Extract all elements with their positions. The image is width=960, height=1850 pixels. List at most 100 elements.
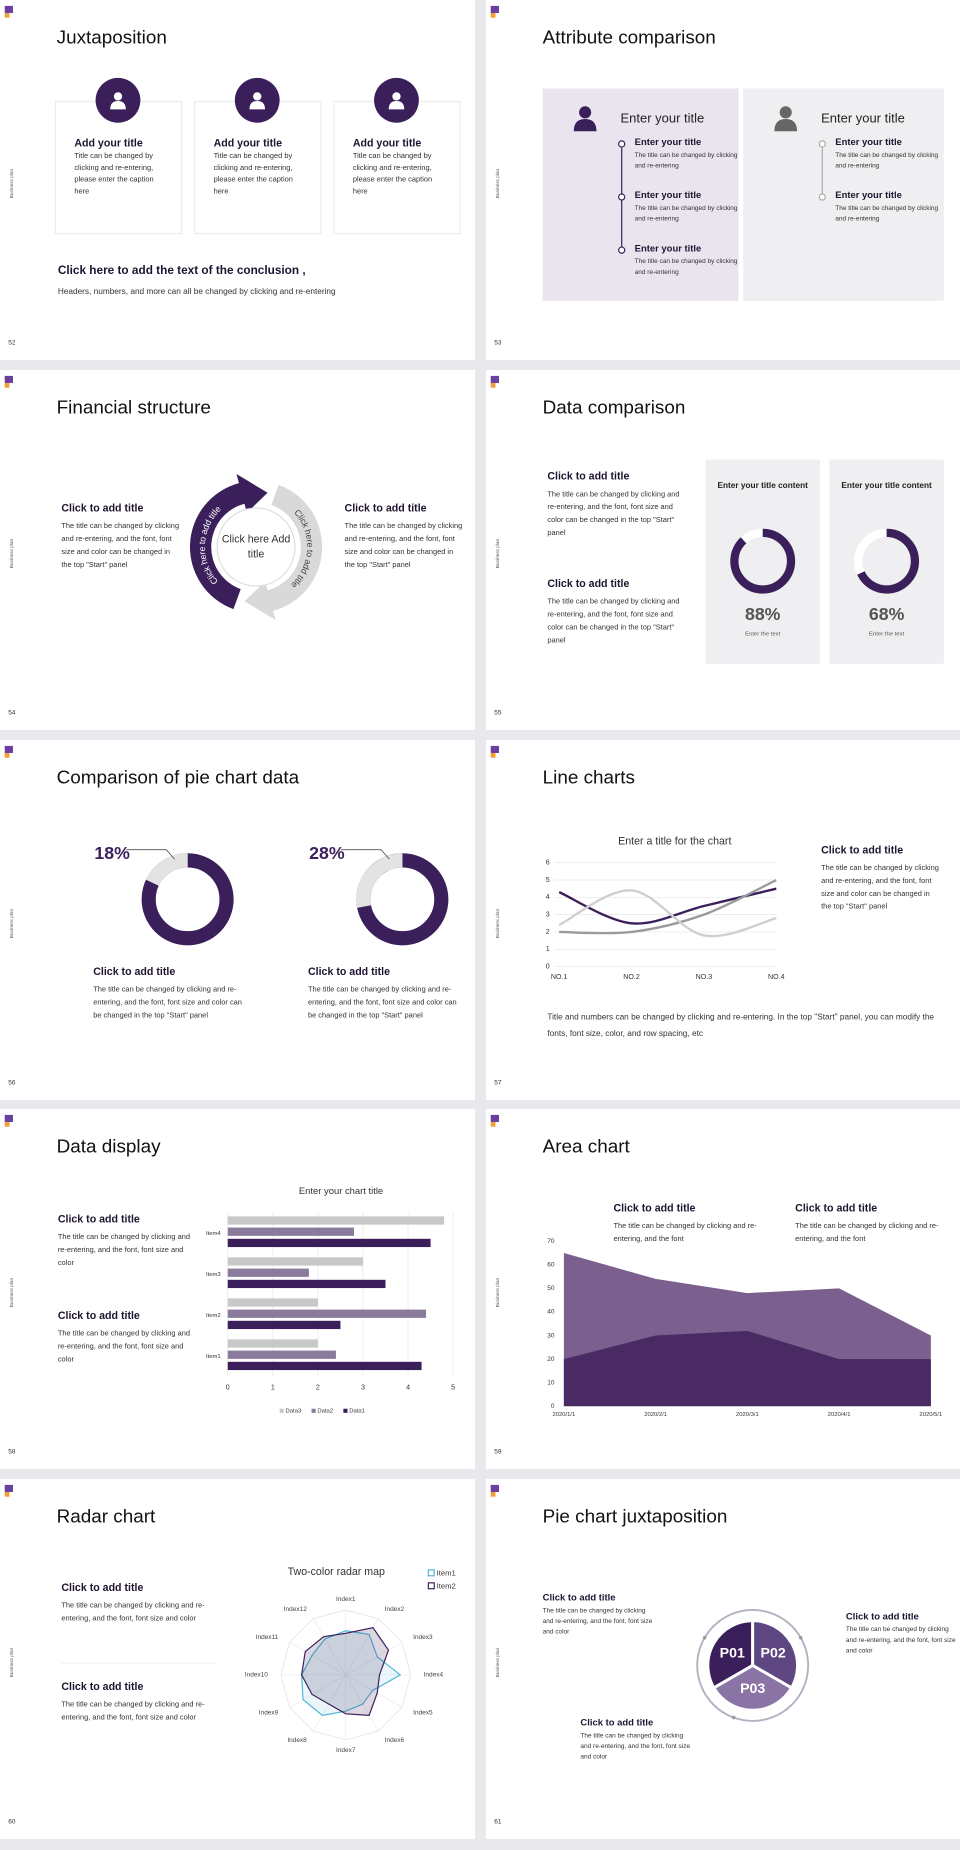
donut-value [854, 528, 920, 594]
conclusion-title: Click here to add the text of the conclu… [57, 264, 306, 278]
logo-mark [490, 1114, 499, 1122]
icon-head [579, 106, 592, 119]
block-title: Click to add title [580, 1717, 654, 1728]
pie-segment [711, 1663, 794, 1712]
logo-mark [4, 375, 13, 383]
legend-swatch [343, 1408, 348, 1413]
block-text: The title can be changed by clicking and… [547, 597, 680, 645]
segment-label: P02 [761, 1645, 786, 1661]
slide-number: 58 [8, 1448, 16, 1456]
slide-content: 0 10 20 30 40 50 60 70 2020/1/1 2020/2/1 2020/3/1 2… [486, 1109, 960, 1469]
radar-spoke [345, 1642, 403, 1676]
block-text: The title can be changed by clicking and… [795, 1222, 939, 1244]
chart-title: Enter a title for the chart [618, 835, 731, 847]
x-tick-label: 2020/1/1 [552, 1412, 575, 1418]
logo-mark [490, 382, 496, 388]
slide-graphics [4, 745, 449, 946]
radar-label: Index5 [413, 1709, 433, 1716]
y-tick-label: 4 [546, 893, 550, 901]
y-tick-label: Item4 [206, 1231, 221, 1237]
bar [227, 1309, 427, 1318]
y-tick-label: 0 [546, 962, 550, 970]
block-title: Click to add title [547, 577, 630, 590]
y-tick-label: 20 [547, 1356, 555, 1363]
x-tick-label: 1 [271, 1383, 275, 1391]
radar-label: Index7 [336, 1747, 356, 1754]
block-text: The title can be changed by clicking and… [61, 1700, 205, 1723]
logo-mark [490, 12, 496, 18]
icon-head [253, 92, 262, 101]
block-text: The title can be changed by clicking and… [845, 1626, 956, 1655]
slide-number: 57 [494, 1079, 502, 1087]
slide: Business plan 53 Attribute comparison Enter… [486, 0, 960, 360]
slide: Enter your chart title 0 1 2 3 4 5 Item1 Item2 It… [0, 1109, 475, 1469]
logo-mark [4, 382, 10, 388]
block-text: The title can be changed by clicking and… [821, 863, 939, 912]
item-title: Enter your title [634, 136, 702, 148]
logo-mark [490, 745, 499, 753]
logo-mark [490, 752, 496, 758]
timeline-dot [618, 140, 626, 148]
slide: Business plan 56 Comparison of pie chart d… [0, 740, 475, 1100]
connector-dot [702, 1635, 707, 1640]
x-tick-label: 2020/5/1 [919, 1412, 942, 1418]
card [829, 459, 944, 664]
icon-body [249, 100, 266, 110]
block-text: The title can be changed by clicking and… [61, 1601, 205, 1623]
x-tick-label: 5 [451, 1383, 455, 1391]
slide-title: Area chart [542, 1137, 630, 1158]
slide: P01 P02 P03 Business plan 61 Pie chart juxtap… [486, 1479, 960, 1839]
y-tick-label: 40 [547, 1309, 555, 1316]
slide-number: 53 [494, 339, 502, 347]
y-tick-label: 3 [546, 911, 550, 919]
slide-content: Two-color radar map Index1 Index2 Index3 Ind… [0, 1479, 475, 1839]
bar [227, 1268, 309, 1277]
slide-number: 59 [494, 1448, 502, 1456]
side-label: Business plan [494, 538, 501, 569]
item-text: The title can be changed by clicking and… [835, 205, 939, 223]
chart-title: Two-color radar map [288, 1566, 385, 1578]
radar-label: Index11 [256, 1634, 279, 1641]
slide-number: 55 [494, 709, 502, 717]
block-text: The title can be changed by clicking and… [613, 1222, 757, 1244]
slide-title: Juxtaposition [56, 28, 167, 49]
x-tick-label: 2020/2/1 [644, 1412, 667, 1418]
bar [227, 1339, 318, 1348]
slide-content: Enter a title for the chart 0 1 2 3 4 5 6 NO.1 NO… [486, 740, 960, 1100]
card [333, 100, 461, 235]
card-caption: Enter the text [869, 630, 905, 638]
slide-number: 61 [494, 1818, 502, 1826]
y-tick-label: 10 [547, 1379, 555, 1386]
item-title: Enter your title [634, 243, 702, 254]
x-tick-label: NO.3 [696, 973, 713, 981]
panel-heading: Enter your title [821, 112, 905, 127]
logo-mark [4, 1491, 10, 1497]
radar-label: Index10 [245, 1672, 268, 1679]
radar-spoke [313, 1674, 346, 1732]
y-tick-label: 70 [547, 1238, 555, 1245]
side-label: Business plan [8, 908, 15, 939]
item-title: Enter your title [634, 189, 702, 201]
logo-mark [4, 12, 10, 18]
slide-content: Business plan 56 Comparison of pie chart d… [0, 740, 475, 1100]
chart-title: Enter your chart title [299, 1185, 383, 1196]
donut-value [141, 853, 234, 946]
card-title: Enter your title content [717, 482, 808, 491]
timeline-dot [618, 246, 626, 254]
x-tick-label: NO.1 [551, 973, 568, 981]
x-tick-label: NO.4 [768, 973, 785, 981]
item-title: Enter your title [835, 189, 902, 201]
radar-label: Index12 [284, 1606, 307, 1613]
pie-label: 18% [94, 843, 130, 864]
radar-spoke [345, 1674, 379, 1732]
slide: Business plan 52 Juxtaposition Add your tit… [0, 0, 475, 360]
block-text: The title can be changed by clicking and… [61, 522, 180, 570]
block-title: Click to add title [61, 502, 144, 514]
icon-head [779, 106, 792, 119]
slide-graphics: Two-color radar map Index1 Index2 Index3 Ind… [4, 1484, 456, 1754]
pie-text: The title can be changed by clicking and… [93, 985, 242, 1020]
slide-graphics: Click here to add title Click here to add… [4, 375, 323, 620]
legend-swatch [279, 1408, 284, 1413]
segment-label: P03 [740, 1681, 765, 1697]
block-text: The title can be changed by clicking and… [542, 1607, 653, 1636]
